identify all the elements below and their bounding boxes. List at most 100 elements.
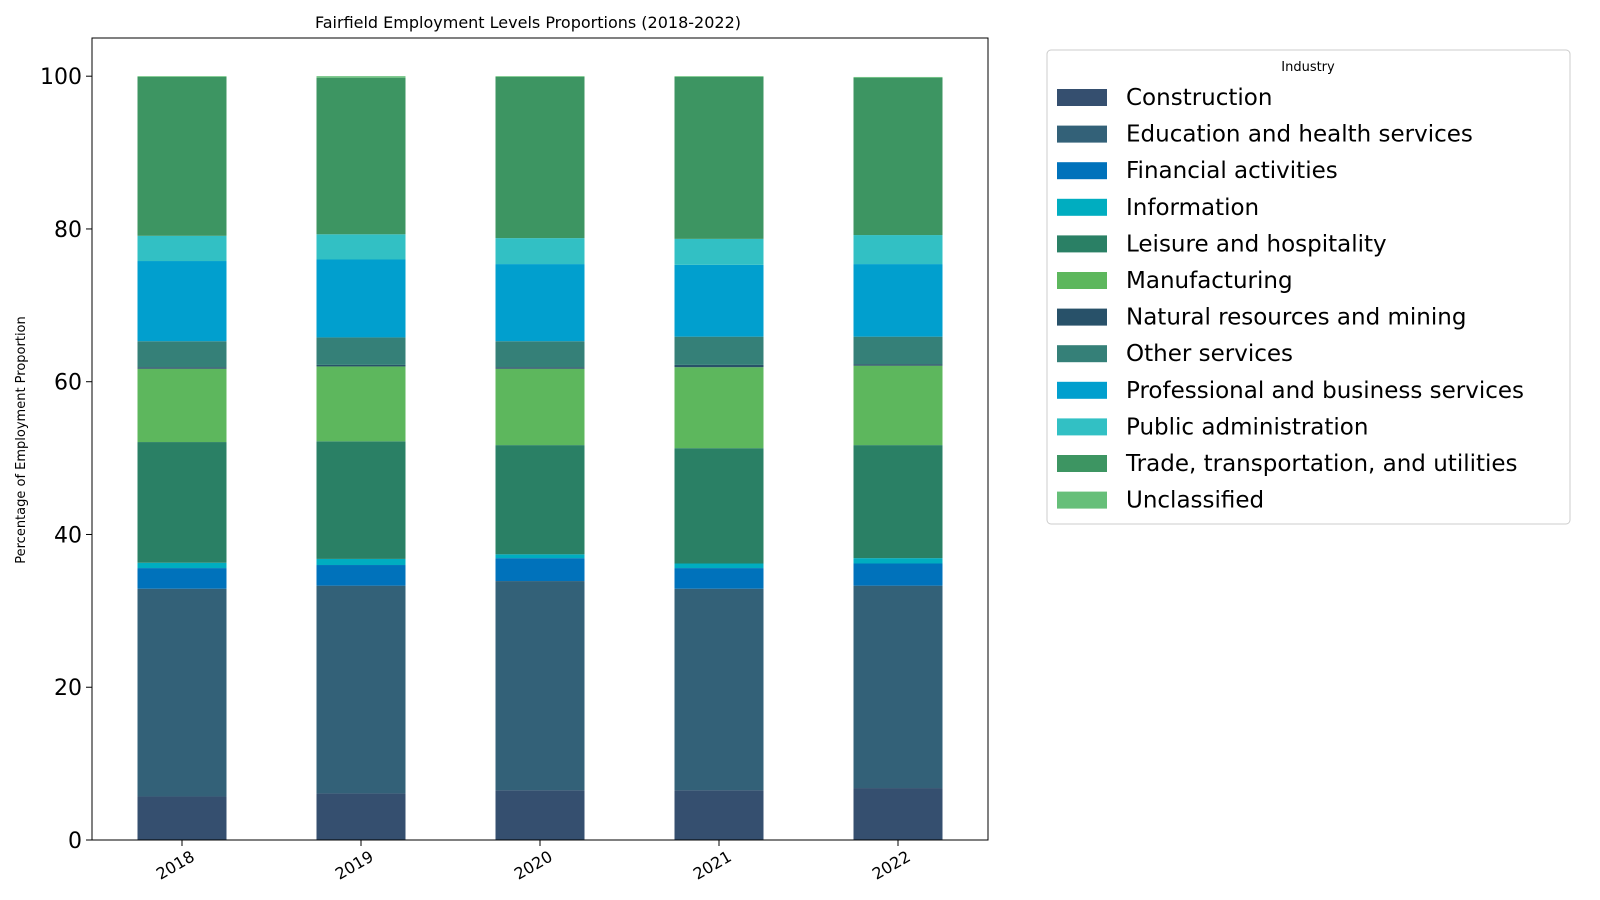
bar-segment (137, 235, 227, 262)
bar-segment (674, 238, 764, 265)
legend-label: Financial activities (1126, 158, 1338, 184)
bar-segment (495, 554, 585, 559)
legend-swatch (1057, 345, 1107, 363)
bar-segment (316, 793, 406, 840)
y-tick-label: 40 (54, 523, 82, 548)
bar-segment (316, 441, 406, 559)
x-tick-label: 2020 (511, 847, 556, 884)
legend-label: Construction (1126, 85, 1272, 111)
legend-label: Public administration (1126, 414, 1368, 440)
bar-segment (853, 365, 943, 446)
bar-segment (674, 364, 764, 368)
legend-label: Leisure and hospitality (1126, 231, 1387, 257)
legend-swatch (1057, 418, 1107, 436)
bar-segment (853, 585, 943, 789)
legend: Industry Construction Education and healt… (1046, 49, 1571, 525)
bar-segment (137, 261, 227, 342)
bar-segment (674, 568, 764, 589)
legend-swatch (1057, 381, 1107, 399)
bar-segment (853, 264, 943, 337)
bar-segment (137, 367, 227, 369)
bar-segment (137, 76, 227, 236)
x-tick-label: 2019 (332, 847, 377, 884)
bar-segment (853, 364, 943, 366)
bar-segment (316, 259, 406, 338)
legend-label: Other services (1126, 341, 1293, 367)
legend-label: Professional and business services (1126, 378, 1524, 404)
plot-frame (91, 37, 989, 841)
bar-segment (495, 558, 585, 582)
legend-swatch (1057, 162, 1107, 180)
legend-swatch (1057, 125, 1107, 143)
bar-segment (137, 562, 227, 569)
bar-segment (316, 364, 406, 367)
x-tick-label: 2022 (869, 847, 914, 884)
bar-segment (853, 445, 943, 559)
legend-label: Natural resources and mining (1126, 305, 1466, 331)
bar-segment (674, 367, 764, 449)
bar-segment (137, 568, 227, 589)
bar-segment (674, 76, 764, 239)
legend-title: Industry (1281, 60, 1335, 75)
bar-segment (853, 336, 943, 365)
y-tick-label: 20 (54, 676, 82, 701)
legend-swatch (1057, 198, 1107, 216)
legend-label: Education and health services (1126, 122, 1473, 148)
bar-segment (674, 264, 764, 337)
legend-swatch (1057, 491, 1107, 509)
legend-swatch (1057, 89, 1107, 106)
bar-segment (495, 264, 585, 342)
legend-swatch (1057, 308, 1107, 326)
legend-label: Unclassified (1126, 488, 1264, 514)
bar-segment (137, 796, 227, 840)
bar-segment (495, 790, 585, 840)
bar-segment (316, 77, 406, 235)
bar-segment (137, 588, 227, 797)
bar-segment (316, 558, 406, 566)
bar-segment (674, 588, 764, 791)
x-tick-label: 2021 (690, 847, 735, 884)
bar-segment (495, 341, 585, 368)
bar-segment (316, 337, 406, 365)
bar-segment (316, 366, 406, 442)
bar-segment (137, 76, 227, 77)
bar-segment (853, 563, 943, 586)
plot-area: 0 20 40 60 80 100 2018 2019 2020 2021 2022 (40, 65, 943, 884)
chart-title: Fairfield Employment Levels Proportions … (315, 13, 741, 32)
y-tick-label: 0 (68, 829, 82, 854)
legend-label: Manufacturing (1126, 268, 1293, 294)
y-tick-label: 80 (54, 218, 82, 243)
bar-segment (853, 76, 943, 78)
bar-segment (495, 445, 585, 555)
y-tick-label: 60 (54, 371, 82, 396)
y-axis-label: Percentage of Employment Proportion (14, 316, 29, 564)
legend-label: Information (1126, 195, 1259, 221)
bar-segment (674, 76, 764, 77)
bar-segment (495, 76, 585, 77)
legend-label: Trade, transportation, and utilities (1125, 451, 1518, 477)
legend-swatch (1057, 272, 1107, 289)
bar-segment (674, 790, 764, 840)
bar-segment (316, 565, 406, 586)
bar-segment (137, 442, 227, 563)
bar-segment (495, 238, 585, 265)
bar-segment (495, 581, 585, 791)
legend-swatch (1057, 235, 1107, 253)
bar-segment (137, 341, 227, 368)
legend-box (1046, 49, 1571, 525)
y-tick-label: 100 (40, 65, 82, 90)
bar-segment (853, 77, 943, 236)
bar-segment (137, 368, 227, 443)
bar-segment (495, 367, 585, 369)
bar-segment (674, 336, 764, 365)
bar-segment (674, 448, 764, 564)
bar-segment (316, 585, 406, 794)
bar-segment (316, 234, 406, 260)
bar-segment (495, 76, 585, 239)
bar-segment (853, 235, 943, 265)
bar-segment (853, 558, 943, 564)
bar-segment (853, 788, 943, 840)
bar-segment (495, 368, 585, 446)
bar-segment (316, 76, 406, 78)
